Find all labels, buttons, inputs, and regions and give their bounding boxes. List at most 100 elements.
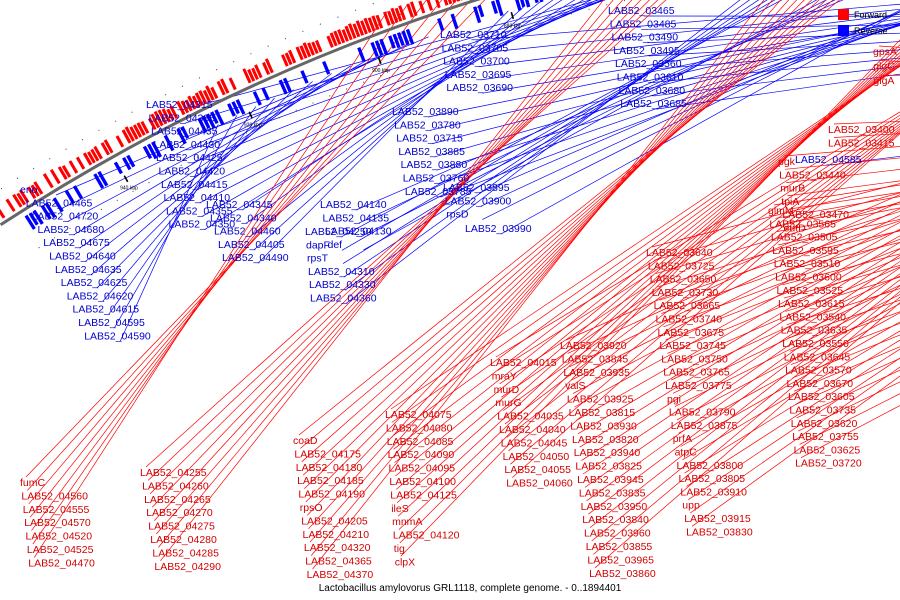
reverse-label-connector: [84, 73, 332, 262]
forward-label-connector: [579, 248, 900, 448]
reverse-gene-feature: [477, 4, 485, 18]
forward-gene-label: LAB52_03600: [775, 272, 842, 284]
forward-label-connector: [584, 267, 900, 488]
forward-gene-feature: [153, 110, 164, 127]
reverse-gene-feature: [44, 202, 57, 219]
forward-gene-feature: [371, 15, 380, 31]
reverse-gene-label: LAB52_04465: [26, 197, 93, 209]
forward-gene-label: LAB52_03735: [789, 405, 856, 417]
forward-gene-label: LAB52_04555: [23, 504, 90, 516]
reverse-label-connector: [245, 0, 554, 224]
reverse-gene-label: rpsD: [446, 209, 469, 221]
forward-gene-label: LAB52_03835: [579, 487, 646, 499]
forward-gene-label: LAB52_03740: [656, 314, 723, 326]
forward-gene-feature: [398, 5, 407, 21]
reverse-gene-label: LAB52_04625: [61, 277, 128, 289]
kbp-tick-mark: [123, 175, 129, 183]
reverse-gene-label: LAB52_03690: [446, 82, 513, 94]
forward-gene-feature: [49, 169, 61, 185]
forward-gene-feature: [75, 156, 86, 170]
ring-dot: [85, 218, 87, 220]
reverse-gene-label: LAB52_03705: [442, 42, 509, 54]
reverse-gene-label: LAB52_04680: [38, 224, 105, 236]
forward-gene-label: LAB52_03945: [577, 474, 644, 486]
forward-gene-label: LAB52_03960: [584, 528, 651, 540]
reverse-gene-feature: [97, 170, 109, 187]
reverse-gene-label: LAB52_04250: [305, 226, 372, 238]
reverse-gene-feature: [122, 157, 132, 171]
ring-dot: [535, 23, 537, 25]
forward-gene-feature: [140, 121, 150, 134]
reverse-gene-feature: [40, 204, 52, 220]
reverse-gene-feature: [401, 30, 410, 46]
reverse-label-connector: [345, 0, 741, 304]
reverse-label-connector: [480, 11, 900, 207]
forward-gene-label: LAB52_03665: [654, 300, 721, 312]
forward-gene-feature: [311, 41, 319, 54]
forward-gene-label: glgA: [873, 75, 894, 87]
forward-gene-label: LAB52_03875: [671, 420, 738, 432]
forward-gene-label: upp: [682, 500, 700, 512]
forward-gene-label: LAB52_03415: [828, 138, 895, 150]
forward-gene-label: LAB52_04100: [389, 476, 456, 488]
reverse-gene-feature: [205, 113, 216, 129]
forward-gene-feature: [435, 0, 441, 9]
forward-gene-label: LAB52_04370: [307, 569, 374, 581]
reverse-gene-feature: [450, 13, 459, 30]
reverse-label-connector: [204, 0, 576, 230]
reverse-gene-feature: [524, 0, 531, 8]
reverse-label-connector: [253, 5, 525, 251]
forward-gene-feature: [337, 29, 346, 44]
forward-label-connector: [400, 39, 900, 557]
forward-gene-label: LAB52_03640: [646, 247, 713, 259]
forward-gene-label: LAB52_03725: [648, 260, 715, 272]
forward-label-connector: [688, 357, 900, 500]
forward-label-connector: [393, 63, 900, 450]
forward-label-connector: [586, 273, 900, 502]
reverse-gene-label: LAB52_04590: [84, 330, 151, 342]
forward-gene-label: LAB52_03565: [769, 218, 836, 230]
reverse-gene-label: LAB52_04635: [55, 264, 122, 276]
forward-label-connector: [576, 235, 900, 421]
ring-dot: [38, 247, 40, 249]
forward-label-connector: [391, 65, 900, 423]
forward-gene-label: LAB52_04190: [298, 489, 365, 501]
forward-gene-feature: [447, 0, 453, 5]
reverse-gene-label: LAB52_04585: [795, 154, 862, 166]
reverse-label-connector: [342, 0, 768, 264]
forward-label-connector: [581, 254, 900, 461]
reverse-gene-feature: [300, 70, 309, 84]
ring-dot: [131, 111, 133, 113]
reverse-label-connector: [181, 0, 592, 111]
forward-gene-label: LAB52_04560: [21, 490, 88, 502]
forward-label-connector: [669, 266, 900, 368]
forward-label-connector: [569, 208, 900, 368]
forward-gene-label: LAB52_03940: [574, 447, 641, 459]
ring-dot: [180, 164, 182, 166]
forward-gene-feature: [341, 29, 349, 42]
forward-gene-label: glmM: [768, 205, 794, 217]
reverse-gene-feature: [379, 38, 389, 56]
ring-dot: [164, 173, 166, 175]
reverse-gene-feature: [405, 28, 415, 45]
forward-gene-feature: [352, 23, 361, 38]
reverse-label-connector: [189, 0, 606, 151]
reverse-gene-label: LAB52_04130: [325, 226, 392, 238]
forward-gene-label: LAB52_04180: [296, 462, 363, 474]
reverse-label-connector: [90, 81, 313, 276]
reverse-gene-label: LAB52_04350: [169, 219, 236, 231]
forward-label-connector: [160, 0, 604, 562]
forward-gene-label: coaD: [293, 435, 318, 447]
forward-label-connector: [399, 44, 900, 544]
reverse-label-connector: [482, 9, 900, 220]
ring-dot: [100, 208, 102, 211]
forward-label-connector: [678, 312, 900, 434]
forward-label-connector: [298, 0, 841, 436]
legend-forward-label: Forward: [854, 10, 887, 20]
reverse-label-connector: [500, 11, 900, 235]
kbp-tick-label: 940 kbp: [120, 186, 138, 192]
forward-gene-label: LAB52_03635: [781, 325, 848, 337]
forward-gene-label: LAB52_03675: [658, 327, 725, 339]
forward-label-connector: [397, 52, 900, 517]
ring-dot: [132, 190, 134, 192]
